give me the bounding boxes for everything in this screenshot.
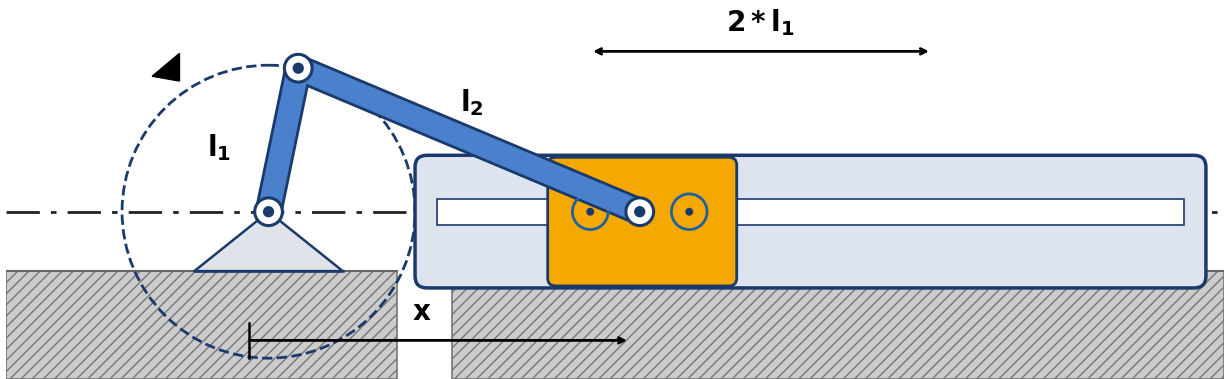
Circle shape (255, 198, 283, 226)
Polygon shape (153, 53, 180, 81)
FancyBboxPatch shape (547, 157, 737, 286)
Circle shape (685, 208, 694, 216)
Text: $\mathbf{l_1}$: $\mathbf{l_1}$ (207, 132, 231, 163)
Bar (437, 199, 1184, 225)
Circle shape (263, 207, 273, 217)
FancyBboxPatch shape (415, 155, 1205, 288)
Text: $\mathbf{l_2}$: $\mathbf{l_2}$ (460, 88, 483, 118)
Circle shape (635, 207, 645, 217)
Circle shape (587, 208, 594, 216)
Text: $\mathbf{2 * l_1}$: $\mathbf{2 * l_1}$ (726, 8, 795, 39)
Circle shape (626, 198, 653, 226)
Polygon shape (194, 212, 343, 271)
Circle shape (284, 54, 312, 82)
Circle shape (293, 63, 304, 73)
Text: $\mathbf{x}$: $\mathbf{x}$ (412, 298, 432, 326)
Bar (6, 271, 397, 379)
Bar (451, 271, 1224, 379)
